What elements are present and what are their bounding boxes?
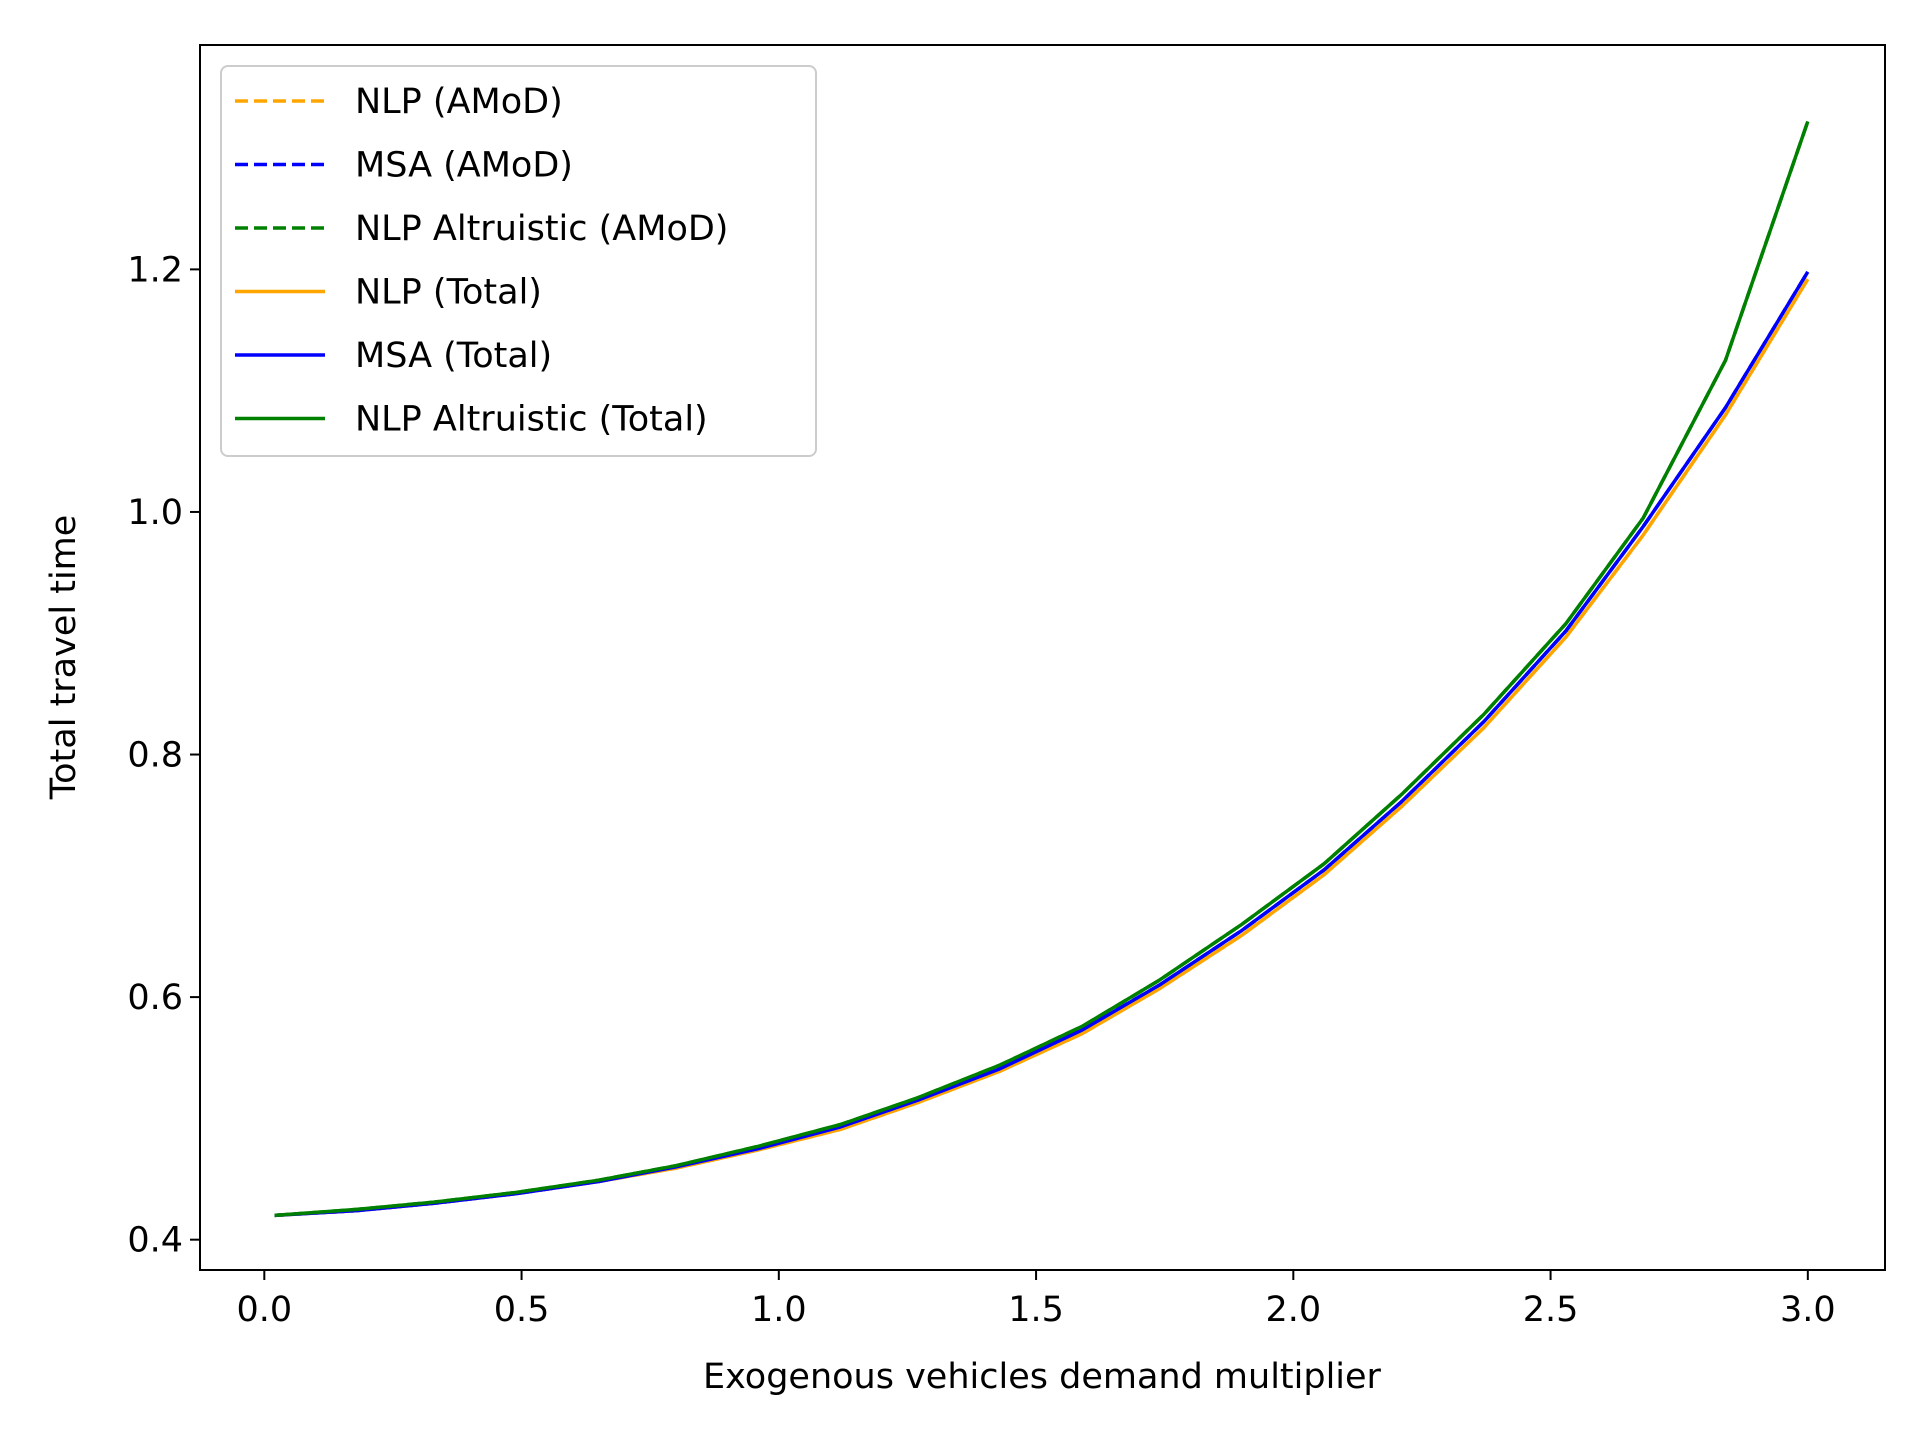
legend-label-nlp-altruistic-total: NLP Altruistic (Total) — [355, 400, 708, 440]
y-tick-label: 0.6 — [127, 978, 183, 1018]
y-tick-label: 0.8 — [127, 736, 183, 776]
x-tick-label: 3.0 — [1780, 1290, 1836, 1330]
series-line-nlp-altruistic-total — [274, 120, 1810, 1218]
series-layer — [274, 120, 1810, 1218]
y-axis-label: Total travel time — [44, 515, 84, 801]
x-tick-label: 1.5 — [1008, 1290, 1064, 1330]
legend-box — [220, 65, 817, 457]
legend-label-nlp-altruistic-amod: NLP Altruistic (AMoD) — [355, 209, 728, 249]
y-axis-ticks: 0.4 0.6 0.8 1.0 1.2 — [127, 250, 200, 1261]
plot-frame — [199, 44, 1886, 1271]
x-tick-label: 0.5 — [494, 1290, 550, 1330]
x-axis-label: Exogenous vehicles demand multiplier — [703, 1357, 1382, 1397]
x-tick-label: 2.0 — [1265, 1290, 1321, 1330]
y-tick-label: 1.0 — [127, 493, 183, 533]
legend-label-nlp-total: NLP (Total) — [355, 273, 542, 313]
x-axis-ticks: 0.0 0.5 1.0 1.5 2.0 2.5 3.0 — [236, 1270, 1836, 1330]
x-tick-label: 1.0 — [751, 1290, 807, 1330]
x-tick-label: 0.0 — [236, 1290, 292, 1330]
y-tick-label: 1.2 — [127, 250, 183, 290]
legend-label-msa-total: MSA (Total) — [355, 336, 552, 376]
legend-label-msa-amod: MSA (AMoD) — [355, 146, 573, 186]
y-tick-label: 0.4 — [127, 1221, 183, 1261]
legend: NLP (AMoD) MSA (AMoD) NLP Altruistic (AMoD… — [220, 65, 817, 457]
x-tick-label: 2.5 — [1523, 1290, 1579, 1330]
legend-label-nlp-amod: NLP (AMoD) — [355, 82, 563, 122]
